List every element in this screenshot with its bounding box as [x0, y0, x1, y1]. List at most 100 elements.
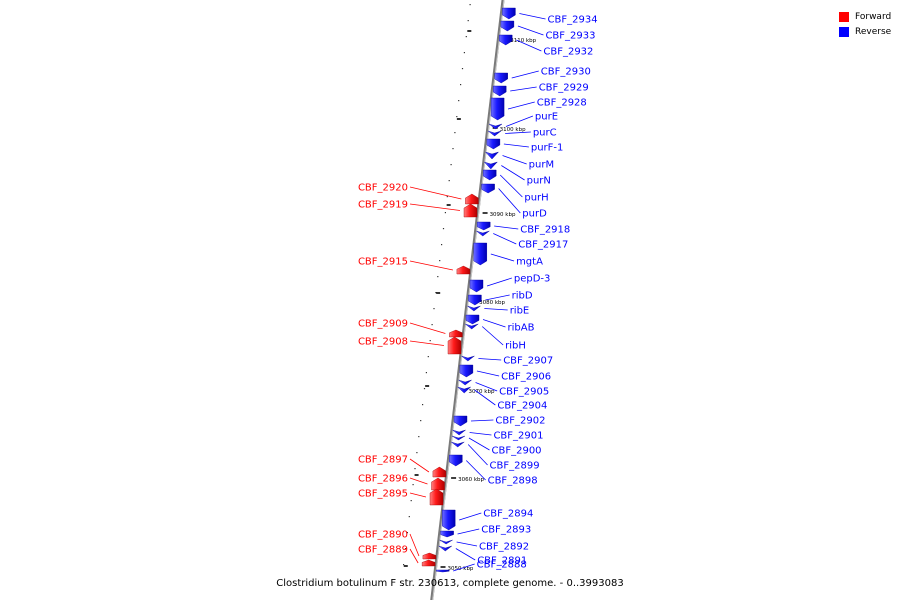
gene-glyph-purc[interactable]	[487, 130, 502, 137]
gene-glyph-cbf_2932[interactable]	[499, 34, 513, 46]
gene-label-cbf_2929[interactable]: CBF_2929	[539, 83, 589, 94]
gene-glyph-cbf_2904[interactable]	[457, 386, 471, 394]
gene-label-cbf_2904[interactable]: CBF_2904	[497, 401, 547, 412]
gene-glyph-purd[interactable]	[481, 183, 495, 194]
gene-glyph-pure[interactable]	[488, 123, 503, 130]
gene-label-cbf_2897[interactable]: CBF_2897	[358, 455, 408, 466]
gene-leader	[476, 370, 500, 377]
gene-label-cbf_2888[interactable]: CBF_2888	[477, 560, 527, 571]
gene-glyph-cbf_2893[interactable]	[440, 530, 454, 538]
gene-label-cbf_2908[interactable]: CBF_2908	[358, 337, 408, 348]
gene-label-cbf_2918[interactable]: CBF_2918	[520, 225, 570, 236]
gene-glyph-cbf_2920[interactable]	[465, 193, 479, 205]
gene-glyph-cbf_2905[interactable]	[458, 379, 472, 386]
gene-glyph-cbf_2930[interactable]	[494, 72, 508, 84]
gene-glyph-mgta[interactable]	[473, 242, 487, 266]
gene-label-ribe[interactable]: ribE	[510, 306, 530, 317]
gene-label-cbf_2902[interactable]: CBF_2902	[495, 416, 545, 427]
gene-label-cbf_2930[interactable]: CBF_2930	[541, 67, 591, 78]
gene-label-cbf_2901[interactable]: CBF_2901	[493, 431, 543, 442]
gene-label-cbf_2890[interactable]: CBF_2890	[358, 530, 408, 541]
scale-dot	[404, 548, 407, 550]
gene-label-cbf_2892[interactable]: CBF_2892	[479, 542, 529, 553]
gene-glyph-pepd-3[interactable]	[469, 279, 484, 293]
gene-glyph-cbf_2889[interactable]	[421, 559, 436, 567]
gene-glyph-cbf_2891[interactable]	[438, 545, 452, 552]
scale-dot	[416, 452, 418, 454]
gene-glyph-ribe[interactable]	[467, 305, 481, 312]
gene-label-pure[interactable]: purE	[535, 112, 558, 123]
gene-label-cbf_2919[interactable]: CBF_2919	[358, 200, 408, 211]
gene-glyph-cbf_2897[interactable]	[432, 466, 447, 478]
gene-label-cbf_2899[interactable]: CBF_2899	[490, 461, 540, 472]
gene-label-ribab[interactable]: ribAB	[507, 323, 534, 334]
gene-glyph-cbf_2907[interactable]	[461, 355, 475, 362]
gene-label-ribh[interactable]: ribH	[505, 341, 526, 352]
gene-label-cbf_2889[interactable]: CBF_2889	[358, 545, 408, 556]
scale-dot	[461, 68, 464, 70]
gene-label-cbf_2898[interactable]: CBF_2898	[488, 476, 538, 487]
gene-label-cbf_2905[interactable]: CBF_2905	[499, 387, 549, 398]
gene-glyph-cbf_2915[interactable]	[456, 265, 471, 275]
gene-label-purf-1[interactable]: purF-1	[531, 143, 564, 154]
position-label: 3070 kbp	[469, 389, 495, 395]
gene-glyph-purh[interactable]	[483, 169, 497, 181]
gene-glyph-cbf_2933[interactable]	[500, 20, 515, 32]
gene-label-purh[interactable]: purH	[524, 193, 548, 204]
gene-label-cbf_2906[interactable]: CBF_2906	[501, 372, 551, 383]
gene-label-cbf_2907[interactable]: CBF_2907	[503, 356, 553, 367]
gene-glyph-purn[interactable]	[483, 161, 498, 170]
gene-label-mgta[interactable]: mgtA	[516, 257, 543, 268]
gene-glyph-cbf_2908[interactable]	[447, 336, 462, 355]
gene-glyph-cbf_2888[interactable]	[436, 569, 450, 573]
gene-label-cbf_2915[interactable]: CBF_2915	[358, 257, 408, 268]
gene-glyph-cbf_2900[interactable]	[451, 435, 466, 441]
gene-label-cbf_2920[interactable]: CBF_2920	[358, 183, 408, 194]
gene-label-purd[interactable]: purD	[522, 209, 547, 220]
gene-label-cbf_2893[interactable]: CBF_2893	[481, 525, 531, 536]
gene-label-cbf_2896[interactable]: CBF_2896	[358, 474, 408, 485]
gene-leader	[498, 188, 521, 214]
gene-glyph-ribh[interactable]	[465, 323, 479, 330]
gene-label-ribd[interactable]: ribD	[512, 291, 533, 302]
gene-label-purn[interactable]: purN	[527, 176, 551, 187]
gene-label-cbf_2932[interactable]: CBF_2932	[543, 47, 593, 58]
gene-glyph-cbf_2929[interactable]	[493, 85, 507, 97]
gene-label-cbf_2934[interactable]: CBF_2934	[548, 15, 598, 26]
gene-glyph-cbf_2909[interactable]	[449, 329, 463, 338]
gene-glyph-ribab[interactable]	[465, 314, 480, 325]
gene-label-cbf_2909[interactable]: CBF_2909	[358, 319, 408, 330]
gene-glyph-ribd[interactable]	[468, 294, 482, 306]
gene-glyph-purm[interactable]	[484, 151, 500, 160]
gene-glyph-cbf_2895[interactable]	[429, 488, 444, 506]
gene-label-cbf_2917[interactable]: CBF_2917	[518, 240, 568, 251]
gene-label-cbf_2894[interactable]: CBF_2894	[483, 509, 533, 520]
gene-glyph-cbf_2917[interactable]	[476, 230, 490, 237]
gene-glyph-cbf_2919[interactable]	[463, 203, 478, 218]
gene-glyph-cbf_2906[interactable]	[459, 364, 474, 378]
gene-glyph-cbf_2901[interactable]	[452, 429, 466, 436]
gene-label-pepd-3[interactable]: pepD-3	[514, 274, 551, 285]
gene-leader	[507, 101, 535, 110]
gene-glyph-cbf_2890[interactable]	[422, 552, 437, 560]
gene-glyph-cbf_2894[interactable]	[442, 509, 456, 531]
gene-label-cbf_2891[interactable]: CBF_2891	[477, 556, 527, 567]
gene-glyph-cbf_2898[interactable]	[449, 454, 463, 467]
gene-label-cbf_2900[interactable]: CBF_2900	[492, 446, 542, 457]
gene-leader	[409, 492, 427, 498]
gene-glyph-cbf_2928[interactable]	[490, 97, 505, 121]
gene-glyph-cbf_2918[interactable]	[477, 221, 491, 231]
gene-label-cbf_2933[interactable]: CBF_2933	[545, 31, 595, 42]
gene-glyph-cbf_2892[interactable]	[439, 539, 453, 545]
gene-glyph-cbf_2934[interactable]	[502, 7, 516, 20]
gene-glyph-cbf_2899[interactable]	[451, 441, 465, 448]
gene-glyph-cbf_2896[interactable]	[431, 477, 445, 491]
gene-label-purm[interactable]: purM	[529, 160, 554, 171]
gene-label-cbf_2928[interactable]: CBF_2928	[537, 98, 587, 109]
gene-label-cbf_2895[interactable]: CBF_2895	[358, 489, 408, 500]
gene-glyph-purf-1[interactable]	[486, 138, 501, 150]
gene-glyph-cbf_2902[interactable]	[453, 415, 468, 427]
gene-label-purc[interactable]: purC	[533, 128, 557, 139]
gene-leader	[510, 86, 537, 92]
